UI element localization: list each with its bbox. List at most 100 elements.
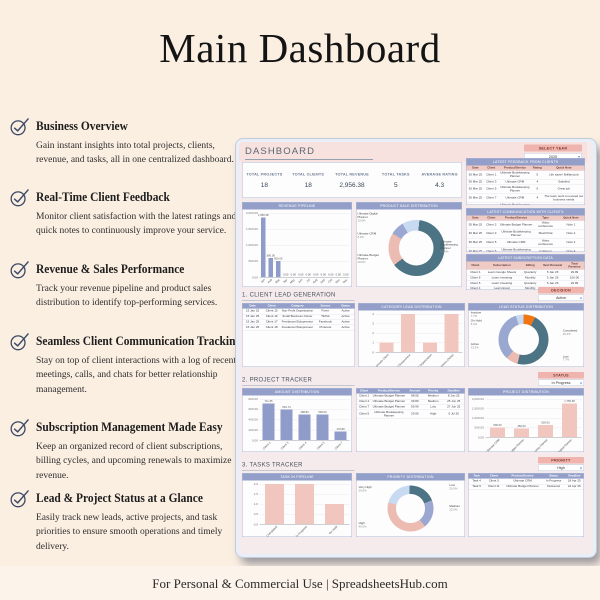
- communication-table-card: LATEST COMMUNICATION WITH CLIENTS Date Cl…: [466, 208, 585, 252]
- donut-label: Ultimate Digital Planner 10.0%: [357, 212, 378, 223]
- bar: [561, 403, 578, 437]
- bar: [275, 261, 281, 277]
- donut-label: Lost 7.7%: [562, 355, 570, 362]
- task-table: Task Client Product/Service Status Deadline T…: [468, 473, 584, 537]
- bar: [298, 414, 311, 440]
- subscription-table: Client Subscription Billing Next Renewal Tot…: [466, 261, 585, 290]
- feature-subscription-management: Subscription Management Made Easy Keep a…: [10, 419, 238, 483]
- page-title: Main Dashboard: [159, 25, 441, 71]
- feature-client-feedback: Real-Time Client Feedback Monitor client…: [10, 189, 238, 239]
- table-header-row: Client Product/Service Amount Priority Deadl…: [356, 388, 465, 394]
- table-row: 30 Mar 25 Client 3 Ultimate CRM 4 Satisfied: [466, 179, 585, 186]
- donut-label: Low 20.0%: [449, 483, 458, 491]
- priority-filter-button[interactable]: PRIORITY: [538, 457, 584, 464]
- lead-status-distribution-card: LEAD STATUS DISTRIBUTION Inactive 7.7% On …: [468, 303, 584, 367]
- chart-title: LEAD STATUS DISTRIBUTION: [468, 303, 584, 311]
- communication-table: Date Client Product/Service Type Quick Note 3…: [466, 215, 585, 252]
- bar: [316, 414, 329, 440]
- stat-total-projects: TOTAL PROJECTS 18: [246, 171, 283, 189]
- bar: [444, 314, 459, 352]
- decision-filter-dropdown[interactable]: Active ▾: [538, 294, 584, 301]
- status-filter-button[interactable]: STATUS: [538, 372, 584, 379]
- chevron-down-icon: ▾: [579, 380, 582, 386]
- table-row: 30 Mar 25 Client 1 Ultimate Bookkeeping Pl…: [466, 170, 585, 180]
- chart-title: TASK IN PIPELINE: [242, 473, 352, 481]
- stat-total-clients: TOTAL CLIENTS 18: [292, 171, 325, 189]
- status-filter-dropdown[interactable]: In Progress ▾: [538, 379, 584, 386]
- lead_status_distribution: [498, 314, 549, 365]
- donut-label: Active 33.3%: [470, 342, 479, 350]
- chevron-down-icon: ▾: [579, 465, 582, 471]
- donut-label: Medium 20.0%: [449, 505, 461, 512]
- subscription-table-card: LATEST SUBSCRIPTION DATA Client Subscript…: [466, 254, 585, 290]
- table-row: 30 Mar 25 Client 5 Ultimate Bookkeeping Pl…: [466, 184, 585, 195]
- decision-filter-button[interactable]: DECISION: [538, 287, 584, 294]
- table-row: 30 Mar 25 Client 5 Ultimate CRM Video confe…: [466, 238, 585, 248]
- task-in-pipeline-chart: 2.0 1.5 1.0 0.5 0.0 Completed In Progress On Ho…: [243, 481, 352, 537]
- table-row: 30 Mar 25 Client 3 Ultimate Bookkeeping Pl…: [466, 229, 585, 239]
- feature-title: Business Overview: [36, 118, 128, 133]
- check-icon: [10, 418, 30, 438]
- chart-title: CATEGORY LEAD DISTRIBUTION: [358, 303, 465, 311]
- task-in-pipeline-card: TASK IN PIPELINE 2.0 1.5 1.0 0.5 0.0 Complete…: [242, 473, 352, 537]
- bar: [489, 427, 506, 437]
- lead-table: Date Client Category Source Status 15 Jan 25 C…: [242, 303, 355, 367]
- table-row: Client 6 Learn Investing Quarterly 5 Jan 26…: [466, 280, 585, 287]
- check-icon: [10, 117, 30, 137]
- table-row: 15 Jan 25 Client 16 Small Business Owner Ti…: [242, 314, 355, 320]
- table-row: 15 Jan 25 Client 18 Freelancer/Solopreneur…: [242, 324, 355, 331]
- table-header-row: Date Client Category Source Status: [242, 303, 355, 309]
- bar: [422, 342, 437, 352]
- y-axis: 800.00 600.00 400.00 200.00 0.00: [248, 397, 258, 443]
- priority-filter-dropdown[interactable]: High ▾: [538, 464, 584, 471]
- table-row: Client 1 Ultimate Budget Planner 98.55 Medi…: [356, 393, 465, 400]
- project-distribution-chart: 2,000.00 1,500.00 1,000.00 500.00 0.00 500.00…: [469, 396, 584, 452]
- feature-title: Real-Time Client Feedback: [36, 189, 170, 204]
- check-icon: [10, 332, 30, 352]
- feature-communication-tracking: Seamless Client Communication Tracking S…: [10, 332, 241, 397]
- feature-title: Revenue & Sales Performance: [36, 261, 185, 276]
- product_sale_distribution: [388, 220, 445, 276]
- chart-title: REVENUE PIPELINE: [242, 202, 352, 210]
- stat-average-rating: AVERAGE RATING 4.3: [421, 171, 458, 189]
- table-title: LATEST SUBSCRIPTION DATA: [466, 254, 585, 262]
- donut-label: High 40.0%: [358, 521, 367, 529]
- table-row: Task 4 Client 5 Ultimate CRM In Progress 18 …: [468, 478, 584, 485]
- product-sale-distribution-chart: Ultimate Digital Planner 10.0% Ultimate CR…: [357, 210, 462, 287]
- revenue-pipeline-card: REVENUE PIPELINE 2,000.00 1,500.00 1,000.0…: [242, 202, 352, 287]
- y-axis: 2,000.00 1,500.00 1,000.00 500.00 0.00: [471, 397, 484, 440]
- bar: [268, 258, 274, 277]
- bar: [379, 342, 394, 352]
- feature-title: Lead & Project Status at a Glance: [36, 490, 203, 505]
- lead-filter: DECISION Active ▾: [538, 287, 584, 302]
- y-axis: 2,000.00 1,500.00 1,000.00 500.00 0.00: [245, 211, 258, 280]
- bar: [264, 484, 285, 524]
- footer-text: For Personal & Commercial Use | Spreadsh…: [152, 576, 448, 591]
- bar: [294, 484, 315, 524]
- project_distribution: 2,000.00 1,500.00 1,000.00 500.00 0.00 500.00…: [470, 397, 582, 452]
- table-header-row: Date Client Product/Service Rating Quick Not…: [466, 165, 585, 171]
- bar: [401, 314, 416, 352]
- feature-revenue-sales: Revenue & Sales Performance Track your r…: [10, 261, 238, 311]
- amount-distribution-card: AMOUNT DISTRIBUTION 800.00 600.00 400.00 20…: [242, 388, 352, 452]
- feature-description: Keep an organized record of client subsc…: [36, 442, 232, 481]
- category_lead_distribution: 4 3 2 1 0 Corporate Client Freelancer/Solopren…: [360, 312, 463, 367]
- section-title-lead-generation: 1. CLIENT LEAD GENERATION: [242, 291, 355, 301]
- table-title: LATEST FEEDBACK FROM CLIENTS: [466, 158, 585, 166]
- bar: [262, 403, 275, 440]
- dashboard-header: DASHBOARD SELECT YEAR: [239, 142, 587, 162]
- project-table-card: Client Product/Service Amount Priority Deadl…: [356, 388, 465, 452]
- task-filter: PRIORITY High ▾: [538, 457, 584, 472]
- chart-title: PROJECT DISTRIBUTION: [468, 388, 584, 396]
- chevron-down-icon: ▾: [577, 154, 580, 159]
- table-header-row: Date Client Product/Service Type Quick Note: [466, 215, 585, 221]
- stats-card: TOTAL PROJECTS 18 TOTAL CLIENTS 18 TOTAL…: [242, 162, 462, 198]
- select-year-button[interactable]: SELECT YEAR: [524, 144, 582, 152]
- bar: [324, 504, 345, 524]
- feature-business-overview: Business Overview Gain instant insights …: [10, 118, 238, 168]
- feature-description: Gain instant insights into total project…: [36, 141, 234, 166]
